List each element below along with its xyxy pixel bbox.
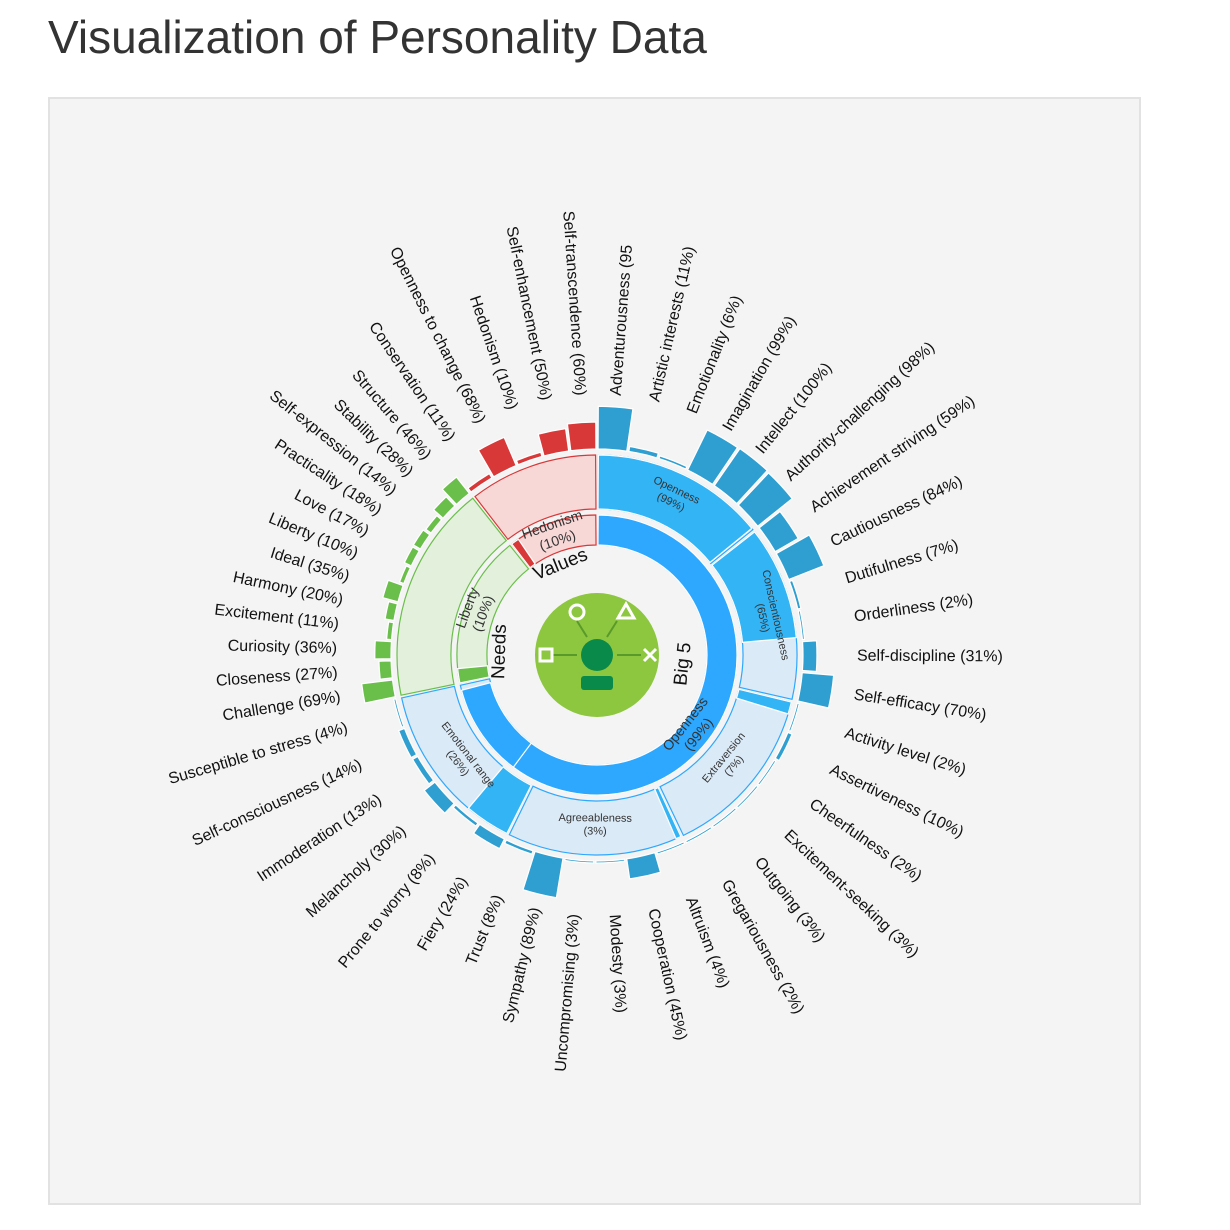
facet-bar-susceptible-to-stress bbox=[393, 698, 405, 728]
facet-bar-conservation bbox=[467, 472, 493, 493]
facet-bar-sympathy bbox=[522, 850, 564, 899]
facet-label-altruism: Altruism (4%) bbox=[682, 895, 732, 991]
facet-label-fiery: Fiery (24%) bbox=[414, 874, 471, 954]
facet-bar-self-efficacy bbox=[797, 671, 835, 709]
facet-label-self-efficacy: Self-efficacy (70%) bbox=[853, 687, 988, 725]
facet-bar-challenge bbox=[361, 679, 396, 704]
facet-bar-self-consciousness bbox=[397, 727, 418, 759]
facet-label-modesty: Modesty (3%) bbox=[606, 914, 629, 1014]
personality-icon bbox=[535, 593, 659, 717]
facet-bar-self-discipline bbox=[801, 640, 818, 673]
facet-bar-fiery bbox=[472, 823, 506, 850]
inner-ring-values-bg bbox=[510, 514, 597, 569]
facet-bar-hedonism bbox=[515, 451, 543, 466]
facet-label-self-discipline: Self-discipline (31%) bbox=[857, 648, 1003, 666]
facet-label-excitement-seeking: Excitement-seeking (3%) bbox=[781, 827, 922, 961]
facet-label-trust: Trust (8%) bbox=[463, 893, 507, 968]
facet-bar-intellect bbox=[713, 447, 769, 505]
facet-bar-trust bbox=[503, 839, 534, 855]
facet-bar-emotionality bbox=[658, 455, 688, 470]
facet-label-openness-to-change: Openness to change (68%) bbox=[386, 244, 488, 426]
facet-bar-structure bbox=[441, 476, 471, 506]
trait-ring-conscientiousness bbox=[711, 531, 797, 643]
facet-label-achievement-striving: Achievement striving (59%) bbox=[807, 393, 978, 516]
inner-ring-values-fill bbox=[510, 538, 537, 569]
inner-ring-needs-bg bbox=[456, 544, 530, 684]
trait-ring-extraversion bbox=[735, 688, 793, 715]
facet-label-artistic-interests: Artistic interests (11%) bbox=[646, 245, 698, 404]
page-title: Visualization of Personality Data bbox=[48, 11, 707, 63]
facet-bar-achievement-striving bbox=[758, 510, 800, 553]
facet-bar-immoderation bbox=[411, 755, 435, 785]
inner-ring-openness-ext bbox=[512, 514, 738, 796]
trait-ring-agreeableness bbox=[653, 786, 682, 840]
facet-label-challenge: Challenge (69%) bbox=[221, 689, 341, 725]
facet-label-self-transcendence: Self-transcendence (60%) bbox=[559, 210, 588, 396]
facet-label-sympathy: Sympathy (89%) bbox=[500, 906, 544, 1025]
facet-bar-cooperation bbox=[626, 851, 662, 880]
facet-bar-orderliness bbox=[797, 609, 806, 641]
facet-bar-closeness bbox=[378, 660, 393, 680]
trait-ring-agreeableness-bg bbox=[508, 785, 682, 856]
chart-panel: Openness(99%) Big 5 Openness(99%) Conscient… bbox=[48, 97, 1141, 1205]
facet-bar-altruism bbox=[656, 841, 686, 855]
facet-bar-authority-challenging bbox=[737, 472, 794, 528]
facet-bar-artistic-interests bbox=[628, 445, 660, 459]
facet-bar-liberty bbox=[398, 565, 412, 585]
facet-bar-prone-to-worry bbox=[452, 804, 479, 827]
facet-bar-uncompromising bbox=[564, 857, 595, 864]
facet-bar-cheerfulness bbox=[756, 759, 777, 786]
facet-label-closeness: Closeness (27%) bbox=[215, 664, 338, 689]
trait-ring-needs-bg bbox=[396, 497, 508, 696]
trait-label-agreeableness: Agreeableness(3%) bbox=[558, 812, 632, 838]
trait-ring-openness bbox=[597, 454, 753, 564]
facet-bar-excitement-seeking bbox=[735, 784, 759, 809]
facet-bar-curiosity bbox=[374, 640, 393, 660]
facet-bar-practicality bbox=[412, 529, 431, 550]
facet-bar-harmony bbox=[384, 600, 399, 622]
facet-label-excitement: Excitement (11%) bbox=[214, 602, 340, 633]
personality-sunburst-chart: Openness(99%)Big 5Openness(99%)Conscient… bbox=[167, 210, 1003, 1072]
trait-ring-values-bg bbox=[474, 454, 597, 541]
facet-bar-dutifulness bbox=[788, 579, 802, 610]
facet-label-adventurousness: Adventurousness (95 bbox=[608, 244, 636, 396]
trait-ring-emotional-range bbox=[467, 765, 532, 835]
facet-bar-imagination bbox=[686, 429, 739, 486]
facet-bar-outgoing bbox=[711, 806, 738, 829]
facet-bar-activity-level bbox=[787, 702, 800, 733]
facet-label-uncompromising: Uncompromising (3%) bbox=[553, 913, 583, 1072]
facet-bar-cautiousness bbox=[775, 534, 825, 581]
category-label-big-5: Big 5 bbox=[670, 641, 695, 686]
facet-label-activity-level: Activity level (2%) bbox=[842, 725, 968, 779]
facet-bar-modesty bbox=[595, 858, 626, 864]
facet-bar-excitement bbox=[386, 621, 395, 641]
facet-label-orderliness: Orderliness (2%) bbox=[853, 591, 974, 625]
facet-bar-self-transcendence bbox=[566, 421, 597, 452]
facet-bar-love bbox=[403, 546, 421, 567]
facet-label-curiosity: Curiosity (36%) bbox=[228, 638, 338, 658]
facet-label-dutifulness: Dutifulness (7%) bbox=[843, 537, 960, 587]
facet-bar-ideal bbox=[382, 579, 404, 603]
inner-ring-needs-fill bbox=[457, 665, 490, 684]
category-label-needs: Needs bbox=[488, 624, 511, 680]
facet-bar-stability bbox=[432, 495, 456, 519]
facet-bar-gregariousness bbox=[684, 825, 713, 844]
facet-bar-self-expression bbox=[425, 514, 443, 534]
facet-label-authority-challenging: Authority-challenging (98%) bbox=[782, 339, 938, 485]
facet-label-cooperation: Cooperation (45%) bbox=[644, 907, 689, 1042]
facet-bar-adventurousness bbox=[597, 405, 634, 452]
trait-ring-extraversion-bg bbox=[659, 688, 793, 837]
facet-bar-melancholy bbox=[423, 781, 456, 815]
facet-bar-self-enhancement bbox=[537, 427, 570, 457]
facet-bar-openness-to-change bbox=[477, 436, 517, 478]
facet-bar-assertiveness bbox=[774, 731, 793, 762]
